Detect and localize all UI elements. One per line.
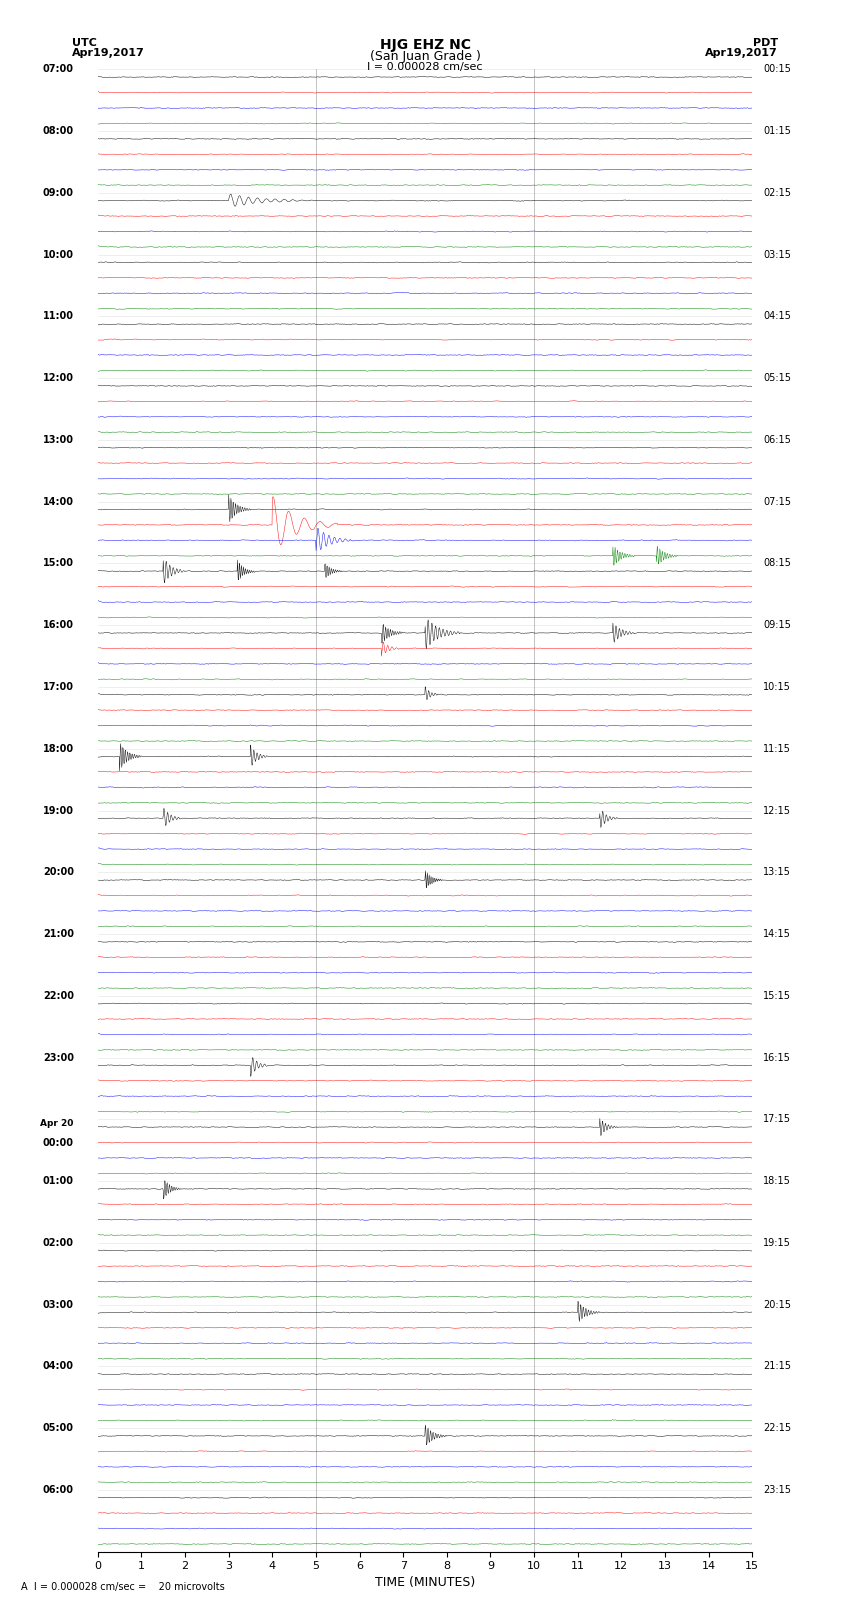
Text: 19:15: 19:15: [763, 1237, 791, 1248]
Text: 21:00: 21:00: [42, 929, 74, 939]
Text: 18:15: 18:15: [763, 1176, 791, 1186]
Text: A  I = 0.000028 cm/sec =    20 microvolts: A I = 0.000028 cm/sec = 20 microvolts: [21, 1582, 225, 1592]
Text: 05:15: 05:15: [763, 373, 791, 384]
Text: 07:00: 07:00: [42, 65, 74, 74]
Text: 01:00: 01:00: [42, 1176, 74, 1186]
Text: 05:00: 05:00: [42, 1423, 74, 1434]
Text: 00:00: 00:00: [42, 1137, 74, 1147]
Text: 08:15: 08:15: [763, 558, 791, 568]
Text: 06:00: 06:00: [42, 1486, 74, 1495]
Text: 10:00: 10:00: [42, 250, 74, 260]
Text: (San Juan Grade ): (San Juan Grade ): [370, 50, 480, 63]
Text: 13:00: 13:00: [42, 436, 74, 445]
Text: 04:00: 04:00: [42, 1361, 74, 1371]
Text: 20:15: 20:15: [763, 1300, 791, 1310]
Text: 04:15: 04:15: [763, 311, 791, 321]
Text: 12:15: 12:15: [763, 805, 791, 816]
Text: Apr19,2017: Apr19,2017: [705, 48, 778, 58]
X-axis label: TIME (MINUTES): TIME (MINUTES): [375, 1576, 475, 1589]
Text: 03:00: 03:00: [42, 1300, 74, 1310]
Text: 18:00: 18:00: [42, 744, 74, 753]
Text: 22:00: 22:00: [42, 990, 74, 1000]
Text: 02:15: 02:15: [763, 187, 791, 198]
Text: 13:15: 13:15: [763, 868, 791, 877]
Text: 14:15: 14:15: [763, 929, 791, 939]
Text: Apr19,2017: Apr19,2017: [72, 48, 145, 58]
Text: Apr 20: Apr 20: [41, 1119, 74, 1129]
Text: 15:15: 15:15: [763, 990, 791, 1000]
Text: 19:00: 19:00: [42, 805, 74, 816]
Text: 15:00: 15:00: [42, 558, 74, 568]
Text: I = 0.000028 cm/sec: I = 0.000028 cm/sec: [367, 63, 483, 73]
Text: 10:15: 10:15: [763, 682, 791, 692]
Text: 12:00: 12:00: [42, 373, 74, 384]
Text: 16:00: 16:00: [42, 621, 74, 631]
Text: 17:00: 17:00: [42, 682, 74, 692]
Text: 03:15: 03:15: [763, 250, 791, 260]
Text: 08:00: 08:00: [42, 126, 74, 135]
Text: 22:15: 22:15: [763, 1423, 791, 1434]
Text: 06:15: 06:15: [763, 436, 791, 445]
Text: UTC: UTC: [72, 37, 97, 48]
Text: 16:15: 16:15: [763, 1053, 791, 1063]
Text: 21:15: 21:15: [763, 1361, 791, 1371]
Text: 01:15: 01:15: [763, 126, 791, 135]
Text: 20:00: 20:00: [42, 868, 74, 877]
Text: 11:15: 11:15: [763, 744, 791, 753]
Text: HJG EHZ NC: HJG EHZ NC: [379, 37, 471, 52]
Text: 02:00: 02:00: [42, 1237, 74, 1248]
Text: 09:00: 09:00: [42, 187, 74, 198]
Text: 17:15: 17:15: [763, 1115, 791, 1124]
Text: PDT: PDT: [752, 37, 778, 48]
Text: 11:00: 11:00: [42, 311, 74, 321]
Text: 09:15: 09:15: [763, 621, 791, 631]
Text: 23:15: 23:15: [763, 1486, 791, 1495]
Text: 14:00: 14:00: [42, 497, 74, 506]
Text: 23:00: 23:00: [42, 1053, 74, 1063]
Text: 00:15: 00:15: [763, 65, 791, 74]
Text: 07:15: 07:15: [763, 497, 791, 506]
